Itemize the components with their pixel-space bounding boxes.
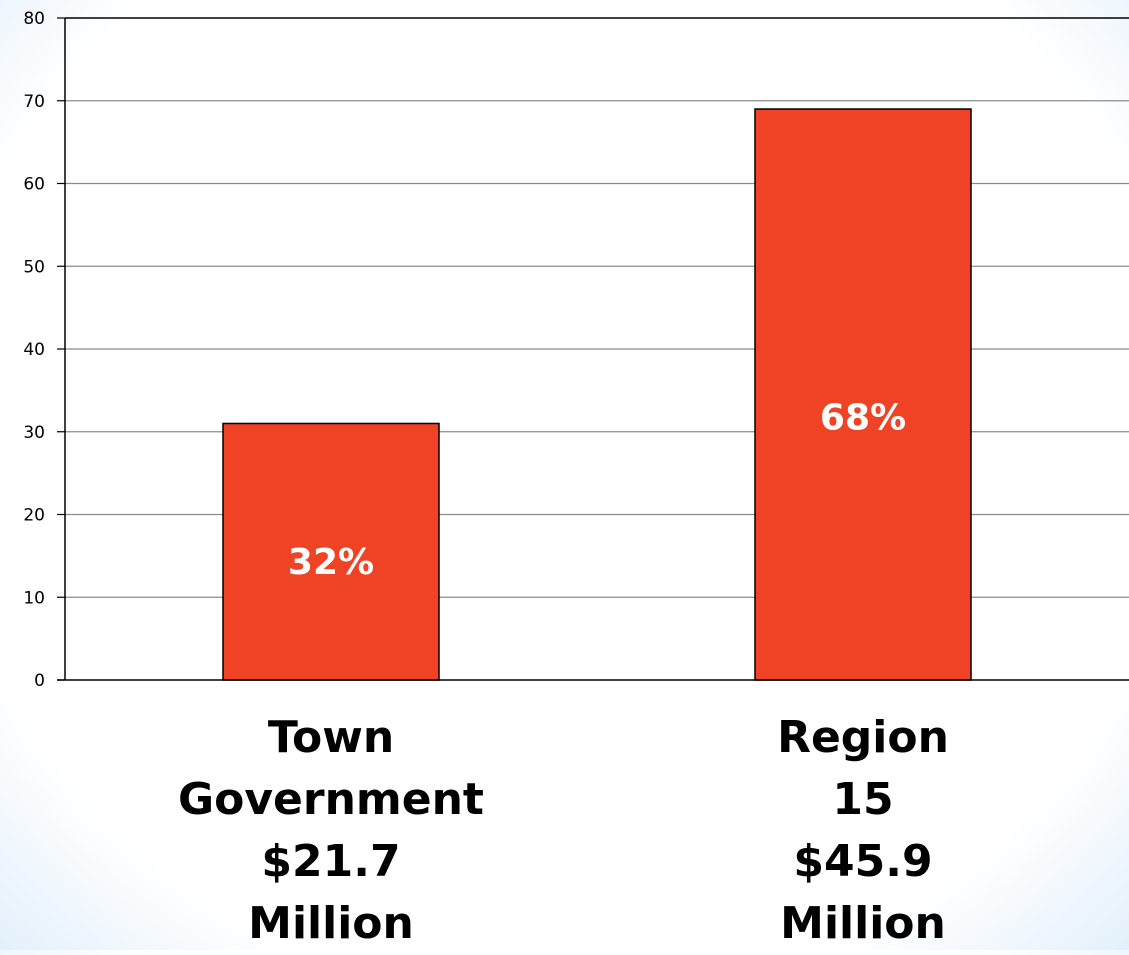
bar (222, 422, 440, 681)
bar (754, 108, 972, 681)
y-tick-label: 30 (23, 423, 45, 443)
data-labels: 32% 68% (288, 397, 906, 583)
y-tick-label: 80 (23, 9, 45, 29)
y-tick-label: 40 (23, 340, 45, 360)
bar-data-label: 32% (288, 542, 374, 583)
y-tick-label: 10 (23, 588, 45, 608)
y-tick-label: 50 (23, 257, 45, 277)
y-tick-label: 0 (34, 671, 45, 691)
y-axis-ticks: 0 10 20 30 40 50 60 70 80 (23, 9, 45, 691)
y-tick-label: 60 (23, 175, 45, 195)
y-tick-label: 20 (23, 506, 45, 526)
bars (222, 108, 972, 681)
bar-data-label: 68% (820, 397, 906, 438)
y-tick-label: 70 (23, 92, 45, 112)
